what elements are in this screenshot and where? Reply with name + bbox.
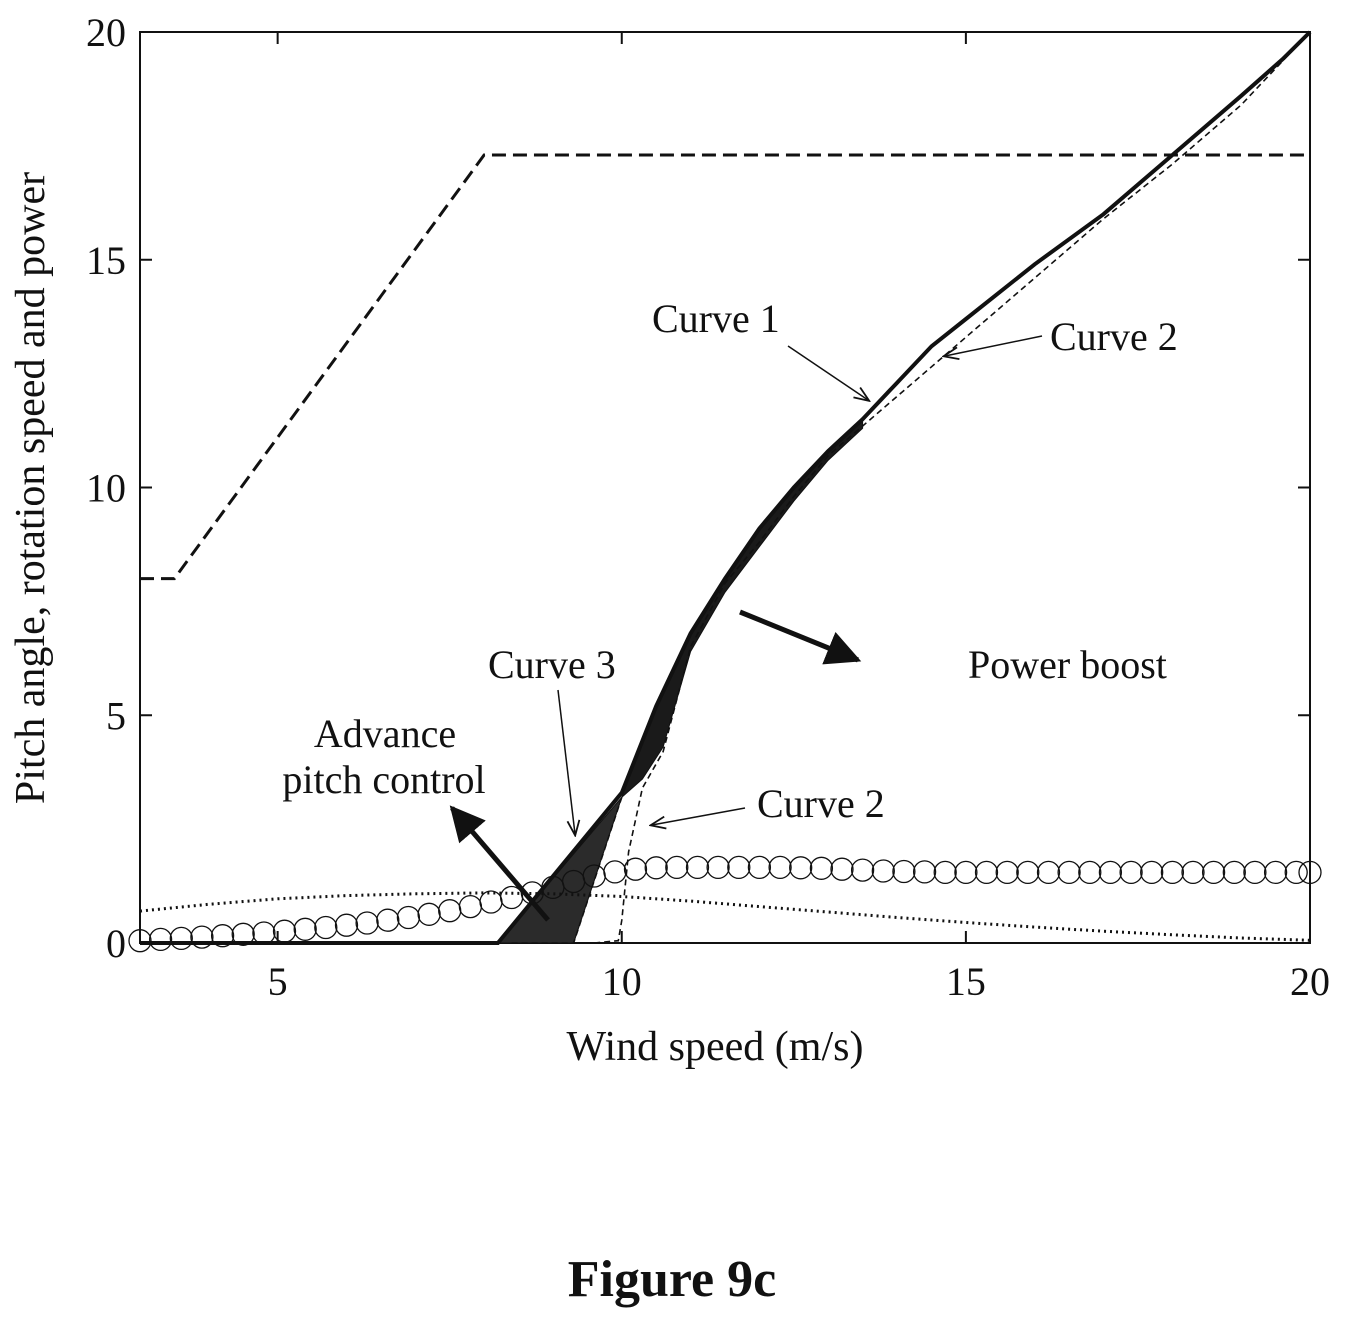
x-tick-label-20: 20 <box>1290 959 1330 1004</box>
series-3-marker-46 <box>1057 860 1081 885</box>
y-tick-label-5: 5 <box>106 693 126 738</box>
series-3-marker-45 <box>1036 860 1061 885</box>
series-3-marker-29 <box>706 855 730 880</box>
curve2-lower-pointer <box>652 807 746 825</box>
series-3-marker-58 <box>1298 860 1322 885</box>
series-3-marker-15 <box>417 902 441 926</box>
series-3-marker-50 <box>1140 860 1164 885</box>
power-boost-arrow <box>739 609 862 665</box>
series-3-marker-33 <box>789 856 813 880</box>
series-3-marker-34 <box>809 856 834 880</box>
series-3-marker-57 <box>1284 860 1308 885</box>
series-3-marker-12 <box>355 911 379 935</box>
curve2-upper-pointer <box>945 335 1043 356</box>
series-3-marker-11 <box>334 913 359 937</box>
series-6 <box>511 796 623 944</box>
series-3-marker-48 <box>1098 860 1123 885</box>
series-3-marker-27 <box>665 855 689 880</box>
x-tick-label-15: 15 <box>946 959 986 1004</box>
axis-ticks: 5 10 15 20 0 5 10 15 20 <box>86 10 1330 1004</box>
curve3-pointer <box>557 689 575 834</box>
curve3-label: Curve 3 <box>488 642 616 687</box>
series-3-marker-24 <box>603 860 627 884</box>
series-3-marker-32 <box>768 855 792 880</box>
series-3-marker-6 <box>231 922 255 946</box>
y-tick-label-10: 10 <box>86 466 126 511</box>
advance-pitch-arrow <box>449 805 550 922</box>
y-tick-label-0: 0 <box>106 921 126 966</box>
series-5 <box>594 31 1311 944</box>
curve1-label: Curve 1 <box>652 296 780 341</box>
series-3-marker-28 <box>685 855 710 880</box>
series-3-marker-39 <box>912 860 937 884</box>
series-3-marker-40 <box>933 860 957 885</box>
series-3-marker-54 <box>1222 860 1246 885</box>
y-tick-label-20: 20 <box>86 10 126 55</box>
plot-area <box>139 31 1311 944</box>
series-3-marker-38 <box>892 859 916 884</box>
series-3-marker-36 <box>850 858 875 882</box>
pitch-control-label: pitch control <box>282 757 485 802</box>
series-3-marker-42 <box>974 860 999 885</box>
series-4 <box>140 30 1312 945</box>
series-layer <box>128 30 1322 953</box>
series-3-marker-2 <box>148 927 173 952</box>
series-3-marker-55 <box>1243 860 1267 885</box>
series-3-marker-30 <box>727 855 751 880</box>
x-tick-label-10: 10 <box>602 959 642 1004</box>
y-tick-label-15: 15 <box>86 238 126 283</box>
series-3-marker-44 <box>1016 860 1040 885</box>
series-3-marker-31 <box>747 855 772 880</box>
series-3-marker-10 <box>314 915 338 940</box>
figure-caption: Figure 9c <box>568 1251 776 1308</box>
series-3-marker-49 <box>1119 860 1143 885</box>
series-3-marker-26 <box>644 856 668 880</box>
series-3-marker-9 <box>293 917 317 941</box>
y-axis-label: Pitch angle, rotation speed and power <box>8 172 54 804</box>
series-3-marker-7 <box>252 921 276 945</box>
series-1 <box>140 153 1310 581</box>
series-3-marker-47 <box>1078 860 1102 885</box>
power-boost-label: Power boost <box>968 642 1167 687</box>
series-3-marker-13 <box>376 908 400 932</box>
series-3-marker-25 <box>623 857 648 881</box>
series-3-marker-4 <box>190 925 214 949</box>
series-3-marker-41 <box>954 860 978 885</box>
series-3-marker-3 <box>169 926 193 951</box>
x-tick-label-5: 5 <box>268 959 288 1004</box>
series-3-marker-56 <box>1263 860 1288 885</box>
series-3 <box>128 855 1322 953</box>
series-3-marker-35 <box>830 857 854 881</box>
series-3-marker-52 <box>1181 860 1205 885</box>
series-3-marker-53 <box>1201 860 1226 885</box>
series-3-marker-1 <box>128 929 152 953</box>
advance-label: Advance <box>314 711 456 756</box>
series-3-marker-14 <box>396 905 421 930</box>
series-3-marker-43 <box>995 860 1019 885</box>
series-3-marker-18 <box>479 890 503 914</box>
x-axis-label: Wind speed (m/s) <box>567 1024 864 1070</box>
curve2-upper-label: Curve 2 <box>1050 314 1178 359</box>
shaded-region-1 <box>621 418 864 798</box>
series-3-marker-17 <box>458 894 483 919</box>
curve1-pointer <box>787 345 868 400</box>
series-3-marker-37 <box>871 859 895 883</box>
series-3-marker-16 <box>438 899 462 923</box>
series-3-marker-51 <box>1160 860 1185 885</box>
curve2-lower-label: Curve 2 <box>757 781 885 826</box>
series-3-marker-5 <box>210 924 235 948</box>
